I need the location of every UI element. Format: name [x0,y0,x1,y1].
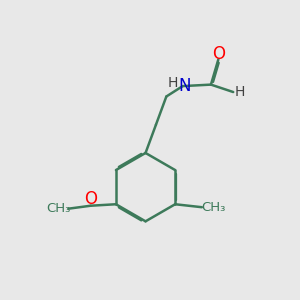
Text: O: O [212,45,225,63]
Text: H: H [235,85,245,99]
Text: H: H [168,76,178,89]
Text: O: O [84,190,97,208]
Text: CH₃: CH₃ [47,202,71,215]
Text: CH₃: CH₃ [201,201,225,214]
Text: N: N [178,77,191,95]
